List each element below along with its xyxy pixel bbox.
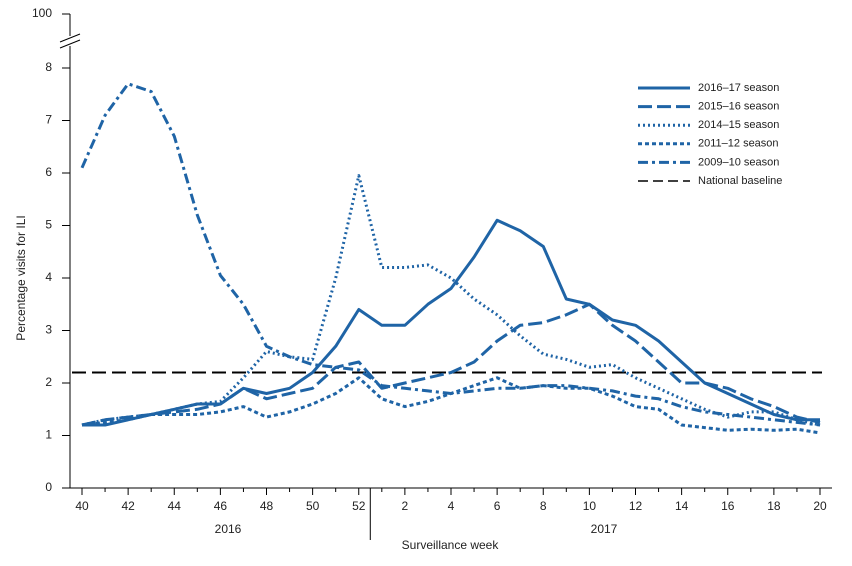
- legend-label: 2011–12 season: [698, 138, 779, 150]
- y-tick-label: 1: [45, 428, 52, 442]
- y-tick-label: 4: [45, 270, 52, 284]
- x-tick-label: 12: [629, 499, 643, 513]
- year-label: 2017: [591, 522, 618, 536]
- y-tick-label: 2: [45, 375, 52, 389]
- x-tick-label: 42: [121, 499, 135, 513]
- x-tick-label: 18: [767, 499, 781, 513]
- x-tick-label: 2: [402, 499, 409, 513]
- x-tick-label: 8: [540, 499, 547, 513]
- x-tick-label: 46: [214, 499, 228, 513]
- legend-label: 2014–15 season: [698, 119, 779, 131]
- x-tick-label: 10: [583, 499, 597, 513]
- y-tick-label: 6: [45, 165, 52, 179]
- legend-label: National baseline: [698, 175, 782, 187]
- x-tick-label: 16: [721, 499, 735, 513]
- y-tick-label: 0: [45, 480, 52, 494]
- y-tick-label: 5: [45, 218, 52, 232]
- x-tick-label: 6: [494, 499, 501, 513]
- y-tick-label: 8: [45, 60, 52, 74]
- x-tick-label: 48: [260, 499, 274, 513]
- x-tick-label: 40: [75, 499, 89, 513]
- x-tick-label: 44: [168, 499, 182, 513]
- series-line: [81, 174, 821, 427]
- axis-break: [59, 39, 81, 49]
- legend-label: 2015–16 season: [698, 101, 779, 113]
- series-line: [81, 302, 821, 427]
- legend-label: 2009–10 season: [698, 156, 779, 168]
- y-tick-label: 100: [32, 6, 52, 20]
- legend-label: 2016–17 season: [698, 82, 779, 94]
- series-line: [80, 82, 821, 427]
- y-axis-label: Percentage visits for ILI: [14, 215, 28, 340]
- x-tick-label: 14: [675, 499, 689, 513]
- x-tick-label: 50: [306, 499, 320, 513]
- x-axis-label: Surveillance week: [402, 538, 500, 552]
- y-tick-label: 3: [45, 323, 52, 337]
- x-tick-label: 52: [352, 499, 366, 513]
- x-tick-label: 20: [813, 499, 827, 513]
- x-tick-label: 4: [448, 499, 455, 513]
- axis-break: [59, 33, 81, 43]
- y-tick-label: 7: [45, 113, 52, 127]
- year-label: 2016: [215, 522, 242, 536]
